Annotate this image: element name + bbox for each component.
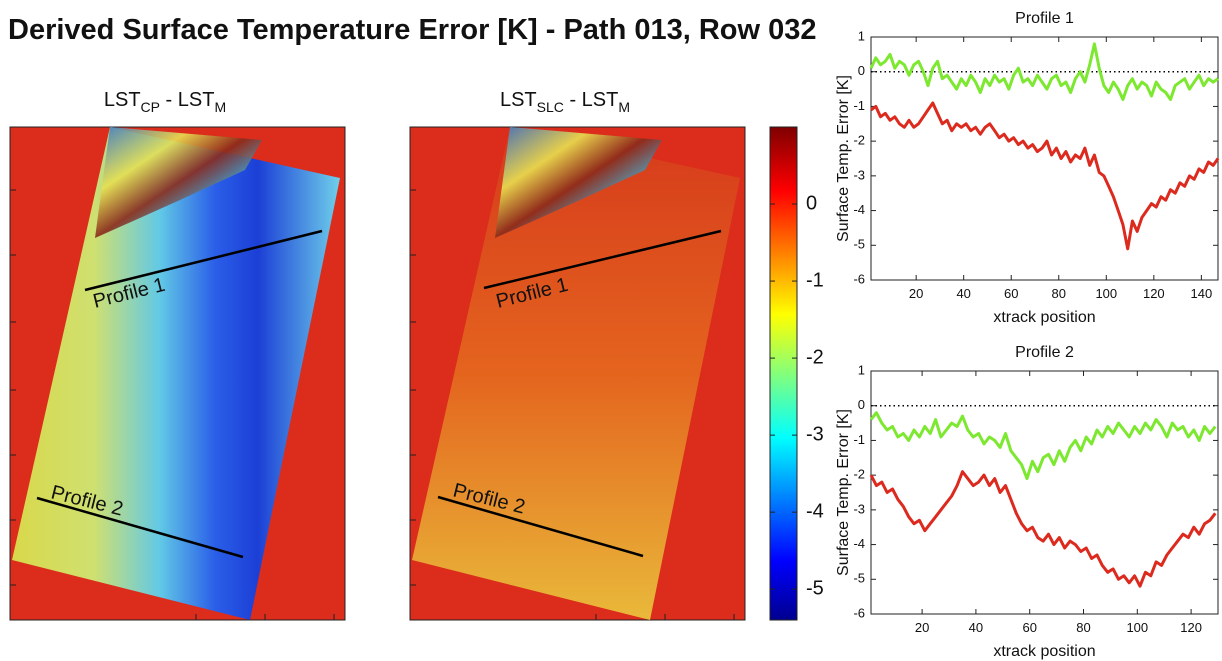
map-title: LSTSLC - LSTM bbox=[500, 89, 630, 115]
y-tick-label: -3 bbox=[853, 501, 865, 516]
series-line bbox=[870, 101, 1220, 251]
x-tick-label: 60 bbox=[1004, 286, 1018, 301]
y-tick-label: -1 bbox=[853, 98, 865, 113]
title-text: LST bbox=[500, 89, 537, 111]
title-subscript: M bbox=[214, 99, 226, 115]
y-axis-label: Surface Temp. Error [K] bbox=[835, 409, 852, 576]
x-axis-label: xtrack position bbox=[993, 643, 1095, 660]
chart-title: Profile 1 bbox=[1015, 10, 1074, 27]
x-tick-label: 20 bbox=[915, 620, 929, 635]
profile-line bbox=[36, 496, 244, 559]
y-tick-label: -6 bbox=[853, 271, 865, 286]
colorbar-label: -2 bbox=[806, 346, 824, 368]
colorbar-label: -4 bbox=[806, 500, 824, 522]
y-tick-label: 0 bbox=[858, 397, 865, 412]
swath bbox=[412, 127, 740, 620]
noisy-region bbox=[95, 127, 262, 238]
chart-title: Profile 2 bbox=[1015, 344, 1074, 361]
title-subscript: CP bbox=[141, 99, 160, 115]
x-tick-label: 120 bbox=[1180, 620, 1202, 635]
y-tick-label: 1 bbox=[858, 28, 865, 43]
x-tick-label: 20 bbox=[909, 286, 923, 301]
title-subscript: M bbox=[618, 99, 630, 115]
series-line bbox=[869, 42, 1219, 101]
colorbar-label: -3 bbox=[806, 423, 824, 445]
y-tick-label: 0 bbox=[858, 63, 865, 78]
map-title: LSTCP - LSTM bbox=[104, 89, 226, 115]
x-tick-label: 120 bbox=[1143, 286, 1165, 301]
series-line bbox=[869, 411, 1217, 481]
x-tick-label: 80 bbox=[1076, 620, 1090, 635]
profile-line bbox=[84, 229, 323, 292]
x-tick-label: 80 bbox=[1052, 286, 1066, 301]
colorbar-label: -1 bbox=[806, 269, 824, 291]
maps bbox=[9, 126, 746, 621]
colorbar bbox=[769, 126, 798, 621]
noisy-region bbox=[495, 127, 662, 238]
title-text: - LST bbox=[564, 89, 618, 111]
x-tick-label: 100 bbox=[1095, 286, 1117, 301]
title-subscript: SLC bbox=[537, 99, 564, 115]
y-tick-label: -6 bbox=[853, 605, 865, 620]
y-axis-label: Surface Temp. Error [K] bbox=[835, 75, 852, 242]
colorbar-label: 0 bbox=[806, 192, 817, 214]
y-tick-label: -2 bbox=[853, 133, 865, 148]
swath bbox=[12, 127, 340, 620]
y-tick-label: -3 bbox=[853, 167, 865, 182]
series-line bbox=[869, 470, 1217, 588]
x-axis-label: xtrack position bbox=[993, 309, 1095, 326]
profile-line bbox=[437, 495, 644, 558]
y-tick-label: -4 bbox=[853, 536, 865, 551]
title-text: - LST bbox=[160, 89, 214, 111]
y-tick-label: -5 bbox=[853, 571, 865, 586]
profile-line bbox=[483, 229, 722, 290]
title-text: LST bbox=[104, 89, 141, 111]
x-tick-label: 40 bbox=[956, 286, 970, 301]
x-tick-label: 140 bbox=[1191, 286, 1213, 301]
x-tick-label: 100 bbox=[1126, 620, 1148, 635]
y-tick-label: -5 bbox=[853, 237, 865, 252]
colorbar-label: -5 bbox=[806, 577, 824, 599]
y-tick-label: -2 bbox=[853, 467, 865, 482]
y-tick-label: -1 bbox=[853, 432, 865, 447]
y-tick-label: 1 bbox=[858, 362, 865, 377]
y-tick-label: -4 bbox=[853, 202, 865, 217]
plot-area bbox=[870, 370, 1219, 615]
x-tick-label: 40 bbox=[969, 620, 983, 635]
x-tick-label: 60 bbox=[1022, 620, 1036, 635]
figure-title: Derived Surface Temperature Error [K] - … bbox=[8, 14, 817, 46]
